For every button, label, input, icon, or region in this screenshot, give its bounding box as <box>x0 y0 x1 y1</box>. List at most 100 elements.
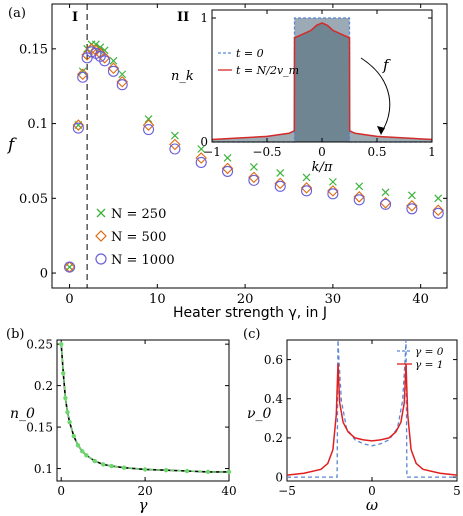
panel-a-point-x <box>144 115 153 124</box>
panel-a-point-diamond <box>98 52 111 64</box>
panel-a-point-circle <box>274 180 286 192</box>
panel-b-point <box>205 469 211 475</box>
panel-b-xtick-label: 20 <box>137 484 152 498</box>
panel-c-legend-label-g1: γ = 1 <box>415 359 443 371</box>
panel-b-ytick-label: 0.1 <box>34 462 53 476</box>
panel-c: (c) −5 0 500.20.40.6 ν_0 ω γ = 0 γ = 1 <box>243 327 461 514</box>
panel-a-point-diamond <box>195 152 208 164</box>
panel-a-point-x <box>100 46 109 55</box>
legend-marker-n1000 <box>95 253 107 265</box>
panel-a-point-diamond <box>116 75 129 88</box>
panel-c-xtick-label: 5 <box>453 484 461 498</box>
panel-a-region-II: II <box>177 10 189 25</box>
panel-a-point-diamond <box>72 119 85 131</box>
panel-a-point-x <box>118 70 127 79</box>
inset-xlabel: k/π <box>312 160 333 175</box>
panel-a-point-diamond <box>300 182 313 194</box>
panel-a-point-diamond <box>248 171 260 184</box>
panel-b-xtick-label: 0 <box>57 484 65 498</box>
panel-a-xtick-label: 0 <box>65 292 73 307</box>
panel-a-region-I: I <box>72 10 78 25</box>
panel-a-point-circle <box>195 156 207 168</box>
inset-xtick-label: 1 <box>428 145 436 159</box>
panel-a-point-circle <box>327 188 339 200</box>
panel-c-ytick-label: 0 <box>275 470 283 484</box>
panel-b-ytick-label: 0.25 <box>26 337 53 351</box>
panel-a-point-x <box>302 173 311 182</box>
panel-b-point <box>142 467 148 472</box>
panel-a-point-circle <box>432 207 444 219</box>
panel-b-point <box>84 453 89 458</box>
inset-ytick-label: 1 <box>200 11 208 25</box>
panel-b-ticks: 0 20 40 0.1 0.15 0.2 0.25 <box>26 337 236 498</box>
panel-a-point-circle <box>301 185 313 197</box>
inset-annotation-f: f <box>382 56 391 74</box>
panel-b-xtick-label: 40 <box>221 484 236 498</box>
panel-a-point-diamond <box>432 204 445 217</box>
panel-b-point <box>184 468 190 474</box>
panel-a-legend: N = 250 N = 500 N = 1000 <box>95 207 175 268</box>
panel-a-point-x <box>197 145 206 153</box>
inset-ytick-label: 0 <box>200 135 208 149</box>
panel-c-xtick-label: −5 <box>278 484 296 498</box>
panel-a-point-x <box>249 163 258 171</box>
panel-a-point-x <box>355 182 364 191</box>
inset-xtick-label: −1 <box>203 145 221 159</box>
panel-a-point-circle <box>116 79 128 91</box>
panel-a-ytick-label: 0 <box>40 267 48 282</box>
legend-label-n500: N = 500 <box>111 230 166 245</box>
panel-a-point-circle <box>64 261 76 273</box>
panel-c-series-g1 <box>286 363 458 476</box>
panel-b-point <box>58 341 64 347</box>
panel-a-point-diamond <box>142 119 155 131</box>
panel-a-point-diamond <box>76 68 89 81</box>
panel-c-series-g0 <box>287 339 457 478</box>
inset-fill-heated <box>212 22 432 142</box>
inset: −1 −0.5 0 0.5 1 0 1 n_k k/π f t = 0 t = N/2v_m <box>171 9 436 175</box>
panel-b-point <box>79 448 85 454</box>
panel-a-ylabel: f <box>6 135 17 155</box>
panel-a-point-x <box>407 191 416 200</box>
inset-legend: t = 0 t = N/2v_m <box>218 47 299 77</box>
inset-arrow <box>360 57 391 134</box>
panel-a-point-circle <box>85 46 98 58</box>
panel-a-point-circle <box>72 122 84 134</box>
panel-a-point-circle <box>380 198 392 210</box>
panel-c-label: (c) <box>243 327 260 342</box>
panel-a-point-circle <box>143 124 155 136</box>
panel-a-point-circle <box>169 143 181 155</box>
panel-a-xtick-label: 40 <box>412 292 429 307</box>
inset-legend-label-t0: t = 0 <box>236 47 264 60</box>
panel-a-ytick-label: 0.1 <box>27 117 48 132</box>
panel-a-point-x <box>434 194 443 203</box>
panel-b-point <box>61 370 66 376</box>
panel-a-point-x <box>328 177 337 186</box>
panel-c-legend-label-g0: γ = 0 <box>415 346 444 358</box>
panel-b-point <box>63 395 68 401</box>
panel-c-marks <box>286 339 458 478</box>
panel-a-ytick-label: 0.15 <box>19 42 48 57</box>
panel-a-point-circle <box>248 174 260 186</box>
panel-a-xlabel: Heater strength γ, in J <box>173 305 327 321</box>
inset-xtick-label: −0.5 <box>252 145 281 159</box>
panel-a-point-x <box>109 56 118 65</box>
panel-a-point-diamond <box>274 177 287 190</box>
panel-a-point-diamond <box>353 191 366 203</box>
legend-label-n1000: N = 1000 <box>111 253 175 268</box>
panel-b-point <box>109 463 114 469</box>
panel-b-point <box>71 434 76 439</box>
panel-b-xlabel: γ <box>139 496 148 514</box>
panel-a-xtick-label: 10 <box>149 292 166 307</box>
legend-marker-n500 <box>95 230 107 242</box>
panel-c-legend: γ = 0 γ = 1 <box>397 346 444 371</box>
panel-b-ytick-label: 0.15 <box>26 420 53 434</box>
panel-b-ylabel: n_0 <box>10 406 35 422</box>
inset-arrowhead <box>377 126 385 135</box>
panel-b: (b) 0 20 40 0.1 0.15 0.2 0.25 n_0 γ <box>6 327 237 514</box>
panel-a-point-diamond <box>107 62 120 75</box>
panel-b-frame <box>56 339 230 482</box>
panel-b-point <box>75 443 81 448</box>
panel-b-point <box>92 458 97 464</box>
